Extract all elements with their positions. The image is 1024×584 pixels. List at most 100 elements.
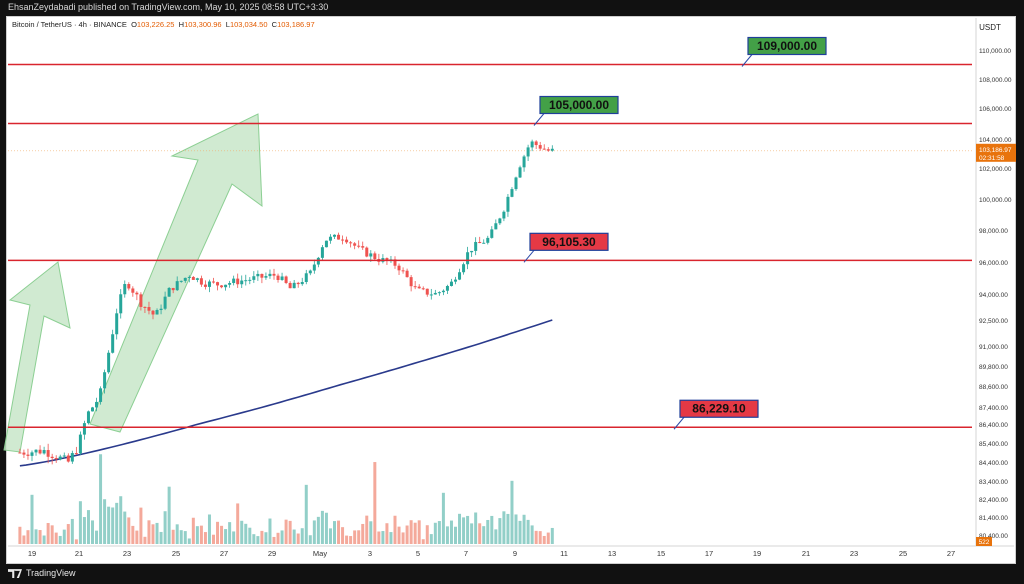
x-tick-label: 27	[947, 549, 955, 558]
x-tick-label: 25	[899, 549, 907, 558]
y-tick-label: 98,000.00	[979, 228, 1008, 235]
candle	[449, 281, 453, 286]
volume-bar	[199, 525, 203, 544]
x-tick-label: 29	[268, 549, 276, 558]
volume-bar	[296, 533, 300, 544]
volume-bar	[377, 531, 381, 544]
candle	[127, 284, 131, 289]
candle	[365, 247, 369, 257]
volume-bar	[357, 530, 361, 544]
volume-bar	[437, 521, 441, 544]
label-pointer	[673, 416, 685, 430]
candle	[337, 234, 341, 240]
candle	[195, 278, 199, 280]
candle	[143, 306, 147, 308]
price-tag-value: 103,186.97	[979, 147, 1012, 154]
volume-bar	[244, 523, 248, 544]
candle	[103, 372, 107, 389]
candle	[107, 352, 111, 373]
candle	[458, 272, 462, 280]
volume-bar	[268, 518, 272, 544]
volume-bar	[70, 518, 74, 544]
volume-bar	[18, 526, 22, 544]
label-pointer	[533, 113, 545, 126]
volume-bar	[510, 480, 514, 544]
volume-bar	[300, 528, 304, 544]
candle	[147, 307, 151, 311]
candle	[296, 282, 300, 285]
x-tick-label: 27	[220, 549, 228, 558]
volume-bar	[155, 522, 159, 544]
volume-bar	[312, 520, 316, 544]
volume-bar	[107, 506, 111, 544]
candle	[373, 253, 377, 259]
volume-bar	[401, 532, 405, 544]
candle	[506, 196, 510, 212]
volume-bar	[46, 523, 50, 544]
x-tick-label: 21	[75, 549, 83, 558]
volume-bar	[228, 522, 232, 544]
candle	[252, 276, 256, 280]
y-tick-label: 110,000.00	[979, 48, 1011, 55]
candle	[256, 273, 260, 277]
candle	[433, 292, 437, 295]
level-label: 86,229.10	[692, 402, 746, 416]
volume-bar	[518, 520, 522, 544]
candle	[502, 211, 506, 219]
candle	[272, 273, 276, 276]
volume-bar	[78, 501, 82, 544]
candle	[248, 279, 252, 281]
volume-bar	[474, 512, 478, 544]
candle	[70, 453, 74, 462]
volume-bar	[324, 512, 328, 544]
volume-bar	[224, 529, 228, 544]
y-tick-label: 102,000.00	[979, 166, 1012, 173]
volume-bar	[212, 534, 215, 544]
candle	[232, 278, 236, 284]
volume-bar	[320, 510, 324, 544]
volume-bar	[542, 535, 546, 544]
volume-bar	[272, 536, 276, 544]
volume-bar	[482, 526, 486, 544]
candle	[312, 264, 316, 271]
candle	[82, 423, 86, 435]
candle	[264, 276, 268, 278]
candle	[514, 177, 518, 190]
tradingview-logo: TradingView	[8, 568, 76, 579]
volume-bar	[264, 532, 268, 544]
candle	[522, 156, 526, 168]
volume-bar	[34, 529, 38, 544]
x-tick-label: 17	[705, 549, 713, 558]
level-label: 109,000.00	[757, 39, 817, 53]
level-label: 105,000.00	[549, 98, 609, 112]
volume-bar	[470, 523, 474, 544]
candle	[421, 288, 425, 290]
trend-arrow	[3, 261, 71, 453]
candle	[345, 239, 349, 243]
volume-bar	[38, 530, 42, 544]
volume-bar	[369, 521, 373, 544]
candle	[357, 245, 361, 247]
y-tick-label: 82,400.00	[979, 497, 1008, 504]
volume-bar	[449, 520, 453, 544]
volume-bar	[445, 526, 449, 544]
candle	[534, 141, 538, 146]
tradingview-logo-icon	[8, 569, 22, 579]
y-tick-label: 87,400.00	[979, 405, 1008, 412]
volume-bar	[123, 511, 127, 544]
x-tick-label: 21	[802, 549, 810, 558]
x-tick-label: 3	[368, 549, 372, 558]
candle	[216, 282, 220, 286]
label-pointer	[523, 249, 535, 263]
level-label-box	[679, 399, 759, 418]
candle	[123, 284, 127, 295]
volume-bar	[522, 514, 526, 544]
volume-bar	[147, 520, 151, 544]
volume-bar	[466, 515, 470, 544]
volume-bar	[421, 539, 425, 544]
candle	[328, 236, 332, 241]
y-tick-label: 88,600.00	[979, 384, 1008, 391]
candle	[119, 294, 123, 314]
candle	[437, 292, 441, 294]
